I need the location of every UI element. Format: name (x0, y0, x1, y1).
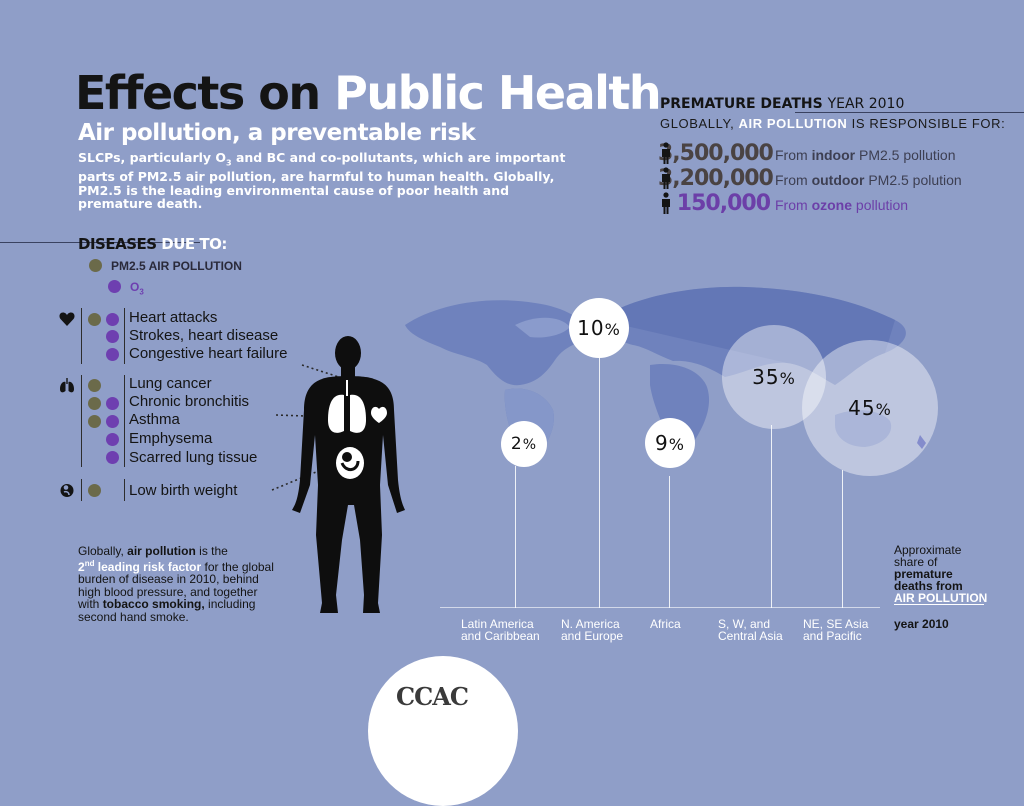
dot-pm25 (88, 313, 101, 326)
disease-item: Scarred lung tissue (129, 449, 258, 466)
group-divider (124, 308, 125, 364)
human-body-illustration (271, 336, 405, 613)
legend-label-o3: O3 (130, 280, 144, 297)
deaths-row-indoor: 3,500,000 From indoor PM2.5 pollution (658, 141, 956, 166)
person-icon (662, 167, 670, 189)
intro-text: SLCPs, particularly O3 and BC and co-pol… (78, 150, 566, 211)
ccac-logo: CCAC (396, 682, 469, 711)
dot-o3 (106, 348, 119, 361)
dot-o3 (106, 330, 119, 343)
dot-pm25 (88, 484, 101, 497)
region-label: NE, SE Asia and Pacific (803, 617, 869, 643)
bubble-stem (842, 470, 843, 608)
disease-item: Low birth weight (129, 482, 238, 499)
bubble-sw-central-asia: 35% (722, 325, 826, 429)
group-divider (81, 479, 82, 501)
logo-background (368, 656, 518, 806)
disease-item: Congestive heart failure (129, 345, 288, 362)
dot-o3 (106, 415, 119, 428)
fetus-icon (60, 484, 74, 497)
deaths-row-ozone: 150,000 From ozone pollution (658, 191, 908, 216)
dot-o3 (106, 433, 119, 446)
heart-icon (59, 312, 75, 326)
chart-baseline (440, 607, 880, 608)
person-icon (662, 142, 670, 164)
dot-o3 (106, 397, 119, 410)
share-note-year: year 2010 (894, 617, 949, 631)
group-divider (81, 375, 82, 467)
divider (0, 242, 200, 243)
legend-dot-pm25 (89, 259, 102, 272)
dot-pm25 (88, 397, 101, 410)
person-icon (662, 192, 670, 214)
legend-dot-o3 (108, 280, 121, 293)
bubble-stem (515, 466, 516, 608)
dot-pm25 (88, 415, 101, 428)
legend-label-pm25: PM2.5 AIR POLLUTION (111, 259, 242, 273)
page-title: Effects on Public Health (75, 66, 662, 120)
region-label: N. America and Europe (561, 617, 624, 643)
diseases-heading: DISEASES DUE TO: (78, 235, 227, 253)
bubble-latin-america: 2% (501, 421, 547, 467)
disease-item: Chronic bronchitis (129, 393, 250, 410)
disease-item: Lung cancer (129, 375, 212, 392)
divider (894, 604, 984, 605)
deaths-row-outdoor: 3,200,000 From outdoor PM2.5 polution (658, 166, 962, 191)
region-label: S, W, and Central Asia (718, 617, 783, 643)
premature-deaths-title: PREMATURE DEATHS YEAR 2010 (660, 96, 905, 112)
disease-item: Heart attacks (129, 309, 218, 326)
bubble-stem (669, 476, 670, 608)
bubble-n-america-europe: 10% (569, 298, 629, 358)
risk-factor-note: Globally, air pollution is the 2nd leadin… (78, 544, 274, 624)
bubble-africa: 9% (645, 418, 695, 468)
premature-deaths-subtitle: GLOBALLY, AIR POLLUTION IS RESPONSIBLE F… (660, 116, 1006, 131)
bubble-stem (599, 355, 600, 608)
lungs-icon (60, 378, 74, 393)
group-divider (81, 308, 82, 364)
divider (795, 112, 1024, 113)
region-label: Latin America and Caribbean (461, 617, 540, 643)
disease-item: Asthma (129, 411, 180, 428)
disease-item: Emphysema (129, 430, 213, 447)
page-subtitle: Air pollution, a preventable risk (78, 120, 476, 146)
disease-item: Strokes, heart disease (129, 327, 279, 344)
region-label: Africa (650, 617, 681, 631)
bubble-stem (771, 425, 772, 608)
group-divider (124, 479, 125, 501)
dot-pm25 (88, 379, 101, 392)
share-note: Approximate share of premature deaths fr… (894, 543, 988, 605)
group-divider (124, 375, 125, 467)
dot-o3 (106, 313, 119, 326)
bubble-ne-se-asia-pacific: 45% (802, 340, 938, 476)
dot-o3 (106, 451, 119, 464)
